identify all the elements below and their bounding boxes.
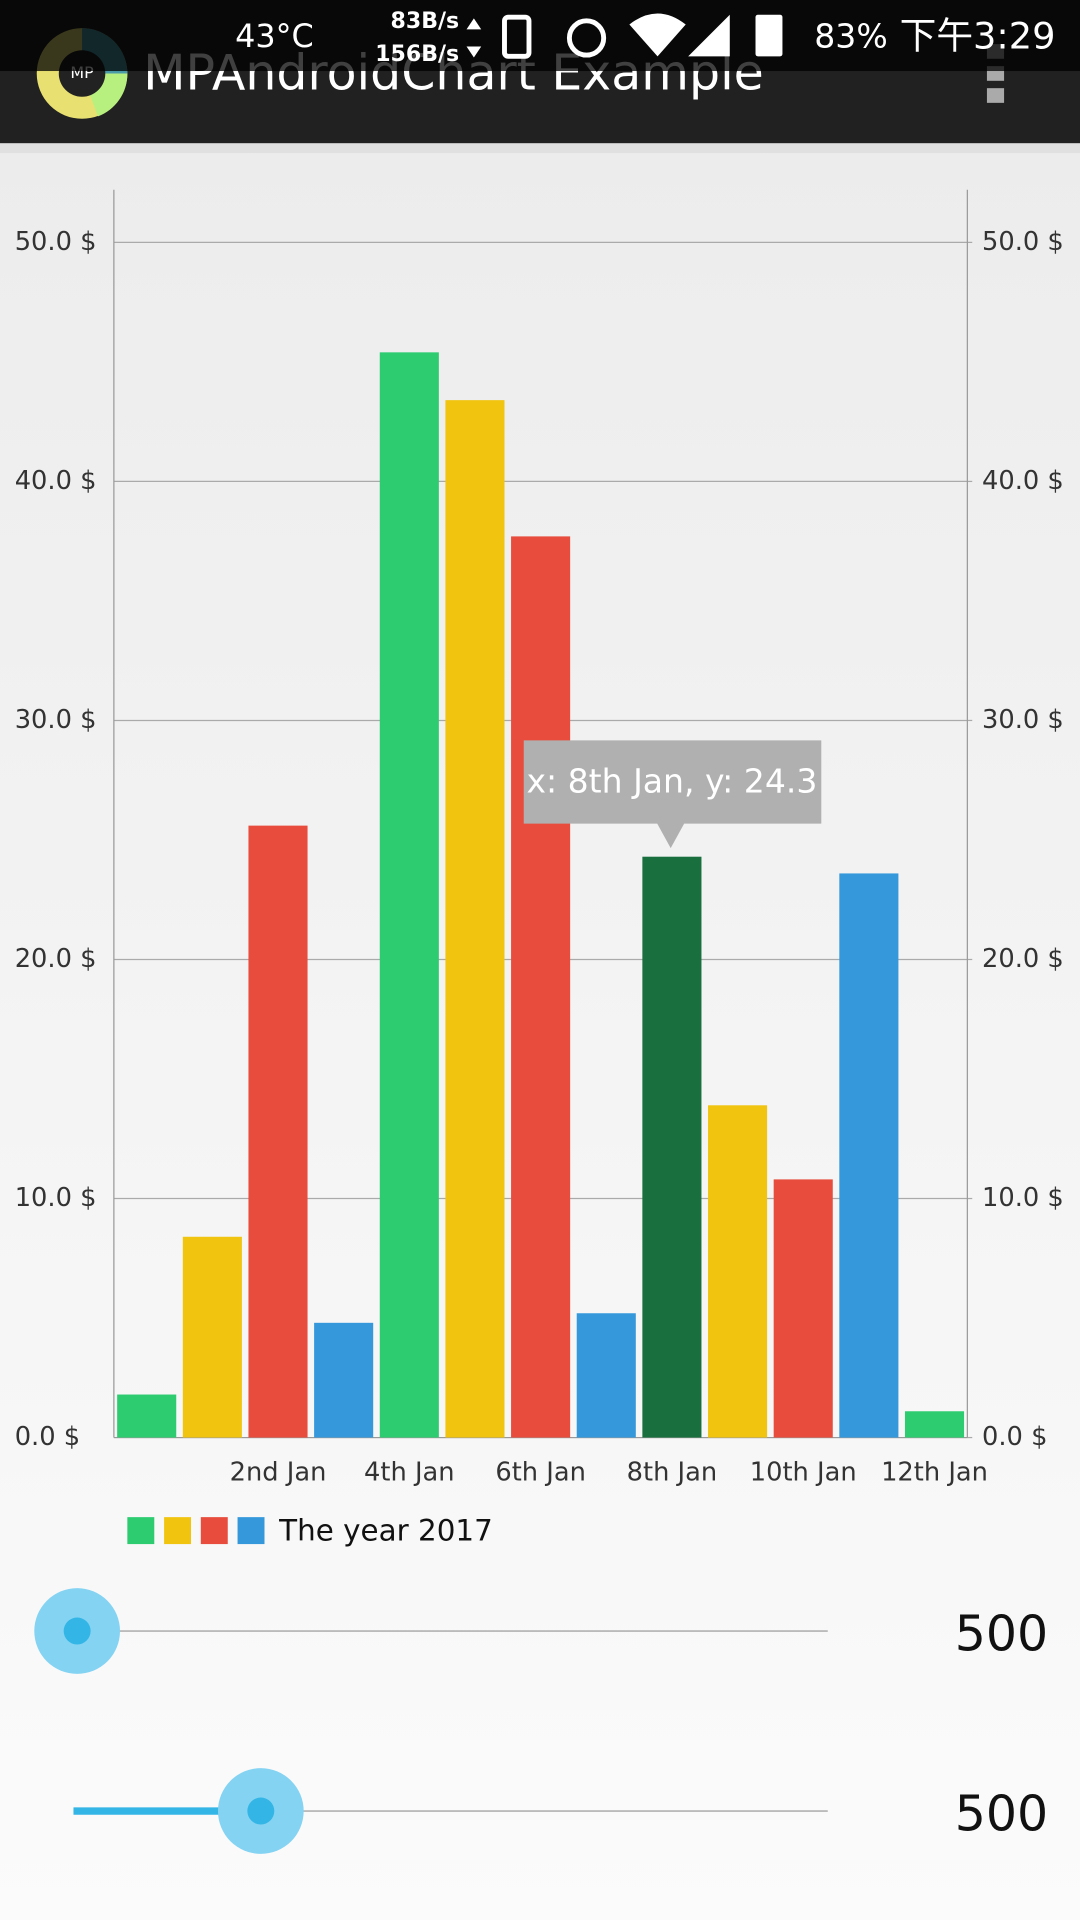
bar[interactable] [445, 400, 505, 1438]
y2-tick-label: 30.0 $ [982, 705, 1064, 735]
y-tick-label: 20.0 $ [15, 944, 97, 974]
bar[interactable] [182, 1236, 242, 1438]
status-time: 下午3:29 [900, 14, 1056, 57]
chart: 0.0 $ 10.0 $ 20.0 $ 30.0 $ 40.0 $ 50.0 $ 0.0 $… [15, 189, 1064, 1547]
status-battery-text: 83% [814, 16, 887, 55]
y2-tick-label: 40.0 $ [982, 466, 1064, 496]
bar[interactable] [314, 1322, 374, 1438]
bar[interactable] [379, 352, 439, 1438]
status-bar [0, 0, 1080, 72]
y2-tick-label: 10.0 $ [982, 1183, 1064, 1213]
y-tick-label: 10.0 $ [15, 1183, 97, 1213]
y-tick-label: 40.0 $ [15, 466, 97, 496]
status-vibrate [502, 14, 532, 59]
y-tick-label: 30.0 $ [15, 705, 97, 735]
sliders: 500 500 [34, 1588, 1048, 1854]
legend-swatch [164, 1517, 192, 1545]
legend-label: The year 2017 [278, 1513, 493, 1547]
slider-thumb[interactable] [63, 1617, 91, 1645]
status-upload: 83B/s [391, 9, 460, 34]
x-tick-label: 8th Jan [627, 1458, 718, 1488]
bar[interactable] [708, 1105, 768, 1438]
x-tick-label: 2nd Jan [230, 1458, 327, 1488]
y2-tick-label: 50.0 $ [982, 227, 1064, 257]
x-tick-label: 6th Jan [495, 1458, 586, 1488]
status-arrows [466, 18, 482, 58]
bar[interactable] [511, 536, 571, 1438]
x-tick-label: 10th Jan [750, 1458, 857, 1488]
bar[interactable] [576, 1313, 636, 1438]
tooltip-text: x: 8th Jan, y: 24.3 [526, 762, 817, 801]
legend-swatch [200, 1517, 228, 1545]
legend-swatch [237, 1517, 265, 1545]
legend-swatch [127, 1517, 155, 1545]
y-tick-label: 0.0 $ [15, 1422, 80, 1452]
tooltip-box [523, 740, 822, 849]
x-tick-label: 4th Jan [364, 1458, 455, 1488]
y-tick-label: 50.0 $ [15, 227, 97, 257]
bar[interactable] [904, 1411, 965, 1438]
bar[interactable] [642, 856, 702, 1438]
slider-value: 500 [955, 1786, 1048, 1843]
bar[interactable] [773, 1179, 833, 1438]
bar[interactable] [839, 873, 899, 1438]
bar[interactable] [248, 825, 308, 1438]
bar[interactable] [117, 1394, 177, 1438]
status-battery [755, 14, 783, 57]
x-tick-label: 12th Jan [881, 1458, 988, 1488]
y2-tick-label: 20.0 $ [982, 944, 1064, 974]
status-alarm [566, 18, 607, 58]
status-wifi [629, 13, 686, 57]
y2-tick-label: 0.0 $ [982, 1422, 1047, 1452]
status-download: 156B/s [375, 42, 459, 67]
slider-value: 500 [955, 1606, 1048, 1663]
app-bar-shadow [0, 143, 1080, 154]
slider-thumb[interactable] [247, 1797, 275, 1825]
status-temperature: 43°C [235, 17, 314, 55]
menu-dot[interactable] [986, 88, 1005, 103]
